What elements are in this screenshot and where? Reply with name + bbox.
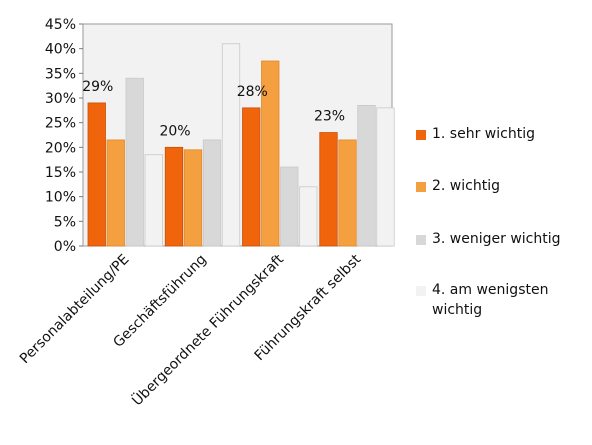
legend-label: 4. am wenigsten wichtig [432, 282, 549, 318]
x-axis: Personalabteilung/PEGeschäftsführungÜber… [17, 250, 365, 410]
y-tick-label: 40% [45, 42, 76, 58]
data-label: 20% [159, 123, 190, 139]
bar-1-sehr-wichtig-geschäftsführung [164, 146, 184, 247]
y-tick-label: 45% [45, 17, 76, 33]
y-tick-label: 10% [45, 190, 76, 206]
y-axis: 0% 5% 10% 15% 20% 25% 30% 35% 40% 45% [45, 17, 83, 255]
bar-3-weniger-wichtig-geschäftsführung [202, 139, 222, 247]
bar-2-wichtig-personalabteilung-pe [106, 139, 125, 247]
legend-item-sehr-wichtig: 1. sehr wichtig [416, 124, 535, 144]
bar-4-am-wenigsten-wichtig-führungskraft-selbst [376, 107, 395, 247]
data-labels: 29% 20% 28% 23% [82, 79, 345, 139]
y-tick-label: 20% [45, 140, 76, 156]
legend-swatch [416, 130, 426, 140]
bar-3-weniger-wichtig-übergeordnete-führungskraft [280, 166, 299, 247]
data-label: 23% [314, 109, 345, 125]
y-tick-label: 0% [54, 239, 76, 255]
legend-swatch [416, 182, 426, 192]
y-tick-label: 5% [54, 214, 76, 230]
legend-swatch [416, 286, 426, 296]
legend-label: 2. wichtig [432, 178, 500, 194]
legend-item-am-wenigsten-wichtig: 4. am wenigsten wichtig [416, 280, 582, 320]
bar-4-am-wenigsten-wichtig-geschäftsführung [221, 43, 241, 247]
y-tick-label: 30% [45, 91, 76, 107]
bar-2-wichtig-übergeordnete-führungskraft [261, 60, 280, 247]
x-category-label: Personalabteilung/PE [17, 252, 133, 368]
bar-3-weniger-wichtig-personalabteilung-pe [125, 77, 144, 247]
bar-4-am-wenigsten-wichtig-personalabteilung-pe [144, 154, 163, 247]
bar-2-wichtig-geschäftsführung [183, 149, 203, 247]
bar-1-sehr-wichtig-führungskraft-selbst [319, 132, 338, 247]
legend-item-weniger-wichtig: 3. weniger wichtig [416, 229, 561, 249]
bar-3-weniger-wichtig-führungskraft-selbst [357, 105, 376, 247]
data-label: 28% [237, 84, 268, 100]
bar-4-am-wenigsten-wichtig-übergeordnete-führungskraft [299, 186, 318, 247]
legend-label: 3. weniger wichtig [432, 231, 561, 247]
legend-item-wichtig: 2. wichtig [416, 176, 500, 196]
data-label: 29% [82, 79, 113, 95]
bar-1-sehr-wichtig-übergeordnete-führungskraft [242, 107, 261, 247]
legend-label: 1. sehr wichtig [432, 126, 535, 142]
x-category-label: Übergeordnete Führungskraft [128, 250, 288, 410]
bar-1-sehr-wichtig-personalabteilung-pe [87, 102, 106, 247]
bar-2-wichtig-führungskraft-selbst [338, 139, 357, 247]
y-tick-label: 25% [45, 116, 76, 132]
y-tick-label: 35% [45, 66, 76, 82]
legend-swatch [416, 235, 426, 245]
bars [87, 43, 395, 247]
y-tick-label: 15% [45, 165, 76, 181]
